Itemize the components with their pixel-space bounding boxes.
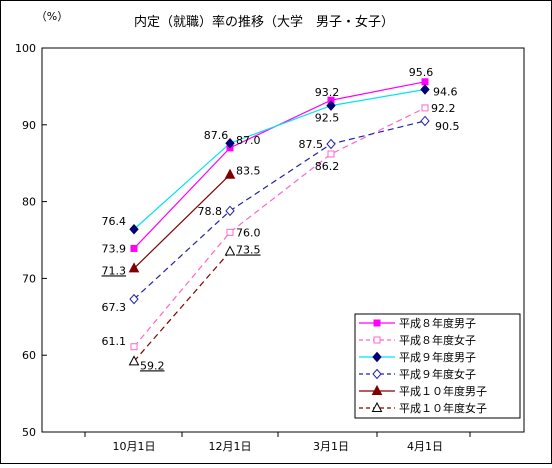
series-line bbox=[133, 88, 426, 230]
data-label: 76.0 bbox=[236, 226, 261, 239]
legend-label: 平成１０年度男子 bbox=[399, 384, 487, 398]
legend-label: 平成９年度女子 bbox=[399, 367, 476, 381]
data-point bbox=[130, 343, 138, 351]
chart-title: 内定（就職）率の推移（大学 男子・女子） bbox=[134, 14, 394, 30]
data-point bbox=[224, 168, 236, 179]
legend-marker bbox=[372, 368, 382, 380]
legend-label: 平成１０年度女子 bbox=[399, 401, 487, 415]
data-label: 92.5 bbox=[315, 112, 340, 125]
data-label: 90.5 bbox=[435, 120, 460, 133]
legend-marker bbox=[373, 319, 381, 327]
x-tick-label: 12月1日 bbox=[209, 440, 252, 453]
legend-label: 平成８年度女子 bbox=[399, 333, 476, 347]
data-point bbox=[225, 137, 235, 149]
data-point bbox=[327, 150, 335, 158]
data-point bbox=[128, 262, 140, 273]
x-tick-label: 4月1日 bbox=[407, 440, 443, 453]
data-point bbox=[326, 100, 336, 111]
legend-marker bbox=[372, 351, 382, 363]
data-labels: 73.9 87.0 93.2 95.6 61.1 76.0 86.2 92.2 76.4 87.6… bbox=[102, 66, 460, 373]
plot-area bbox=[41, 47, 525, 433]
data-point bbox=[130, 244, 138, 252]
y-tick-label: 50 bbox=[22, 426, 36, 439]
data-label: 87.6 bbox=[204, 129, 229, 142]
data-point bbox=[421, 104, 429, 112]
data-label: 78.8 bbox=[198, 205, 223, 218]
y-tick-label: 100 bbox=[15, 42, 36, 55]
data-label: 87.5 bbox=[299, 138, 324, 151]
data-label: 83.5 bbox=[236, 165, 261, 178]
data-point bbox=[129, 223, 139, 235]
series-line bbox=[133, 107, 426, 348]
data-point bbox=[129, 293, 139, 305]
series-markers bbox=[128, 78, 430, 366]
data-point bbox=[224, 245, 236, 256]
data-label: 73.9 bbox=[102, 242, 127, 255]
x-axis: 10月1日 12月1日 3月1日 4月1日 bbox=[84, 432, 471, 453]
legend-marker bbox=[371, 401, 383, 412]
legend-marker bbox=[373, 336, 381, 344]
data-label: 92.2 bbox=[431, 102, 456, 115]
data-label: 61.1 bbox=[102, 335, 127, 348]
legend-marker bbox=[371, 384, 383, 395]
y-tick-label: 60 bbox=[22, 349, 36, 362]
y-tick-label: 70 bbox=[22, 272, 36, 285]
data-label: 59.2 bbox=[140, 359, 165, 372]
x-tick-label: 10月1日 bbox=[113, 440, 156, 453]
data-label: 95.6 bbox=[409, 66, 434, 79]
y-tick-label: 90 bbox=[22, 119, 36, 132]
y-axis-unit: （%） bbox=[36, 10, 68, 23]
series-line bbox=[133, 251, 231, 362]
legend: 平成８年度男子平成８年度女子平成９年度男子平成９年度女子平成１０年度男子平成１０… bbox=[354, 313, 521, 419]
data-label: 76.4 bbox=[102, 215, 127, 228]
x-tick-label: 3月1日 bbox=[313, 440, 349, 453]
data-point bbox=[420, 84, 430, 95]
data-point bbox=[420, 115, 430, 127]
data-label: 94.6 bbox=[433, 85, 458, 98]
data-point bbox=[421, 78, 429, 86]
data-label: 67.3 bbox=[102, 301, 127, 314]
data-label: 93.2 bbox=[315, 86, 340, 99]
data-label: 73.5 bbox=[236, 244, 261, 257]
data-point bbox=[226, 228, 234, 236]
data-point bbox=[128, 355, 140, 366]
legend-label: 平成８年度男子 bbox=[399, 316, 476, 330]
data-point bbox=[326, 138, 336, 150]
data-point bbox=[225, 205, 235, 217]
y-tick-label: 80 bbox=[22, 196, 36, 209]
legend-box bbox=[354, 313, 521, 419]
legend-label: 平成９年度男子 bbox=[399, 350, 476, 364]
y-axis: 50 60 70 80 90 100 bbox=[15, 42, 47, 439]
series-lines bbox=[133, 81, 426, 362]
series-line bbox=[133, 174, 231, 269]
data-label: 71.3 bbox=[102, 264, 127, 277]
data-label: 87.0 bbox=[236, 134, 261, 147]
series-line bbox=[133, 120, 426, 300]
data-label: 86.2 bbox=[315, 160, 340, 173]
